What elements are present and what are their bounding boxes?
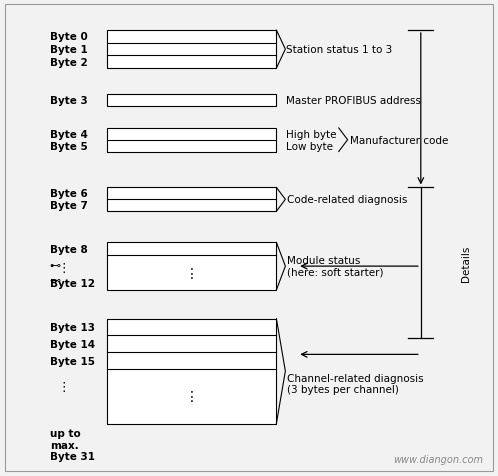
Text: Master PROFIBUS address: Master PROFIBUS address [286, 96, 421, 106]
Text: Byte 3: Byte 3 [50, 96, 88, 106]
Text: ⊷: ⊷ [50, 275, 61, 285]
Text: www.diangon.com: www.diangon.com [393, 454, 483, 464]
Text: Byte 13: Byte 13 [50, 322, 95, 332]
Text: Manufacturer code: Manufacturer code [350, 136, 448, 145]
Text: Byte 0: Byte 0 [50, 32, 88, 42]
Text: Byte 12: Byte 12 [50, 278, 95, 288]
Text: Byte 1: Byte 1 [50, 45, 88, 55]
Text: Code-related diagnosis: Code-related diagnosis [287, 195, 408, 205]
Text: ⋮: ⋮ [185, 389, 199, 403]
Bar [107, 129, 276, 152]
Text: Byte 8: Byte 8 [50, 244, 88, 254]
Text: Byte 2: Byte 2 [50, 58, 88, 68]
Text: Byte 7: Byte 7 [50, 201, 88, 211]
Bar [107, 188, 276, 212]
Text: Byte 15: Byte 15 [50, 356, 95, 366]
Text: High byte: High byte [286, 129, 337, 139]
Text: Byte 6: Byte 6 [50, 189, 88, 199]
Bar [107, 95, 276, 107]
Text: ⋮: ⋮ [57, 380, 70, 393]
Text: Channel-related diagnosis
(3 bytes per channel): Channel-related diagnosis (3 bytes per c… [287, 373, 424, 395]
Bar [107, 31, 276, 69]
Text: Byte 4: Byte 4 [50, 129, 88, 139]
Text: up to
max.
Byte 31: up to max. Byte 31 [50, 428, 95, 462]
Text: ⊷: ⊷ [50, 261, 61, 271]
Text: Byte 5: Byte 5 [50, 141, 88, 151]
Bar [107, 243, 276, 290]
Bar [107, 319, 276, 424]
Text: ⋮: ⋮ [57, 262, 70, 275]
Text: Station status 1 to 3: Station status 1 to 3 [286, 45, 392, 55]
Text: Low byte: Low byte [286, 141, 333, 151]
Text: Module status
(here: soft starter): Module status (here: soft starter) [287, 256, 384, 278]
Text: Byte 14: Byte 14 [50, 339, 95, 349]
Text: ⋮: ⋮ [185, 266, 199, 280]
Text: Details: Details [461, 245, 471, 281]
